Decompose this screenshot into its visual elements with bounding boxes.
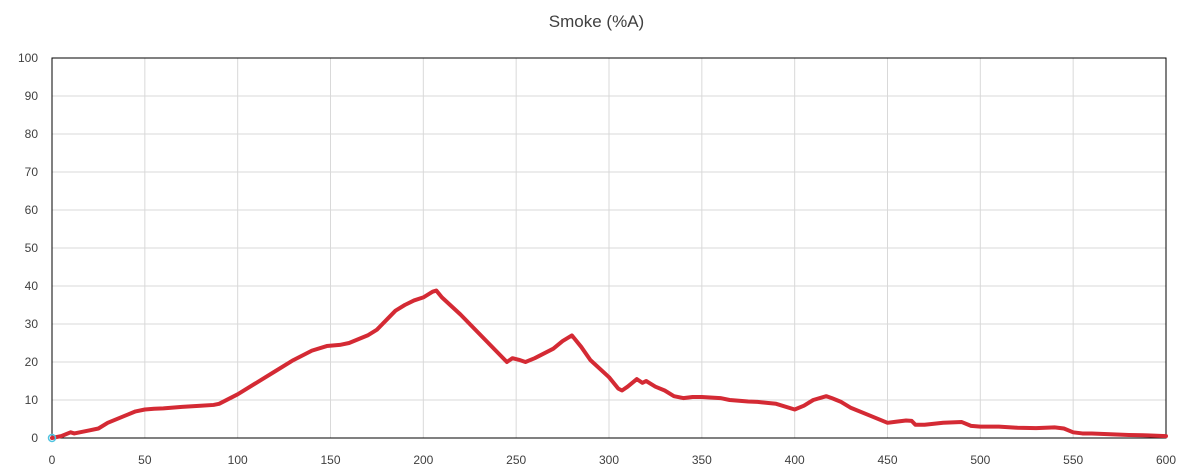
series-line <box>50 288 1168 440</box>
y-tick-label: 50 <box>25 241 39 255</box>
y-tick-label: 90 <box>25 89 39 103</box>
x-tick-label: 200 <box>413 453 433 467</box>
y-tick-label: 10 <box>25 393 39 407</box>
x-tick-label: 600 <box>1156 453 1176 467</box>
x-tick-label: 350 <box>692 453 712 467</box>
x-tick-label: 450 <box>877 453 897 467</box>
y-tick-label: 30 <box>25 317 39 331</box>
y-tick-label: 100 <box>18 51 38 65</box>
x-tick-label: 50 <box>138 453 152 467</box>
start-point-marker <box>47 433 57 443</box>
y-tick-label: 70 <box>25 165 39 179</box>
y-tick-label: 20 <box>25 355 39 369</box>
series-layer <box>47 288 1168 443</box>
plot-frame <box>51 57 1167 439</box>
x-tick-label: 400 <box>785 453 805 467</box>
y-tick-label: 0 <box>31 431 38 445</box>
x-tick-label: 100 <box>228 453 248 467</box>
x-tick-label: 300 <box>599 453 619 467</box>
x-tick-label: 500 <box>970 453 990 467</box>
x-axis-ticks: 0 50 100 150 200 250 300 350 400 450 500 550 600 <box>49 453 1177 467</box>
x-tick-label: 250 <box>506 453 526 467</box>
x-tick-label: 150 <box>320 453 340 467</box>
grid-lines <box>52 58 1166 438</box>
chart-title: Smoke (%A) <box>548 12 645 31</box>
y-axis-ticks: 0 10 20 30 40 50 60 70 80 90 100 <box>18 51 38 445</box>
x-tick-label: 0 <box>49 453 56 467</box>
y-tick-label: 80 <box>25 127 39 141</box>
y-tick-label: 60 <box>25 203 39 217</box>
y-tick-label: 40 <box>25 279 39 293</box>
x-tick-label: 550 <box>1063 453 1083 467</box>
